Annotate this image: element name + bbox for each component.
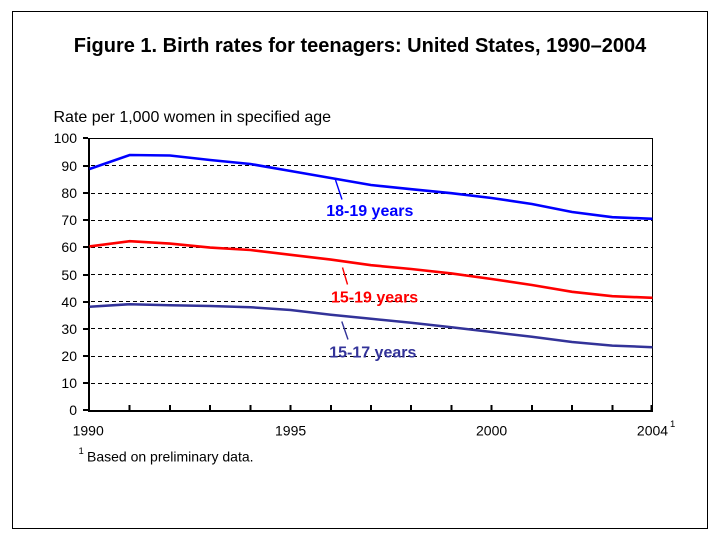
svg-text:40: 40 [61,294,77,310]
svg-text:18-19 years: 18-19 years [326,203,413,220]
svg-text:Figure 1. Birth rates for teen: Figure 1. Birth rates for teenagers: Uni… [74,35,647,57]
svg-text:2000: 2000 [476,423,507,439]
svg-text:2004: 2004 [637,423,668,439]
svg-text:100: 100 [54,130,78,146]
svg-text:0: 0 [69,402,77,418]
svg-text:1: 1 [670,419,675,430]
svg-text:Rate per 1,000 women in specif: Rate per 1,000 women in specified age [54,109,332,126]
svg-text:1990: 1990 [73,423,104,439]
svg-text:30: 30 [61,321,77,337]
svg-text:1: 1 [79,446,84,457]
svg-text:50: 50 [61,267,77,283]
svg-text:80: 80 [61,185,77,201]
svg-text:Based on preliminary data.: Based on preliminary data. [87,449,254,465]
svg-text:15-19 years: 15-19 years [331,289,418,306]
svg-text:90: 90 [61,158,77,174]
svg-text:15-17 years: 15-17 years [329,344,416,361]
svg-text:70: 70 [61,212,77,228]
svg-text:20: 20 [61,348,77,364]
svg-text:10: 10 [61,375,77,391]
svg-text:1995: 1995 [275,423,306,439]
svg-text:60: 60 [61,239,77,255]
